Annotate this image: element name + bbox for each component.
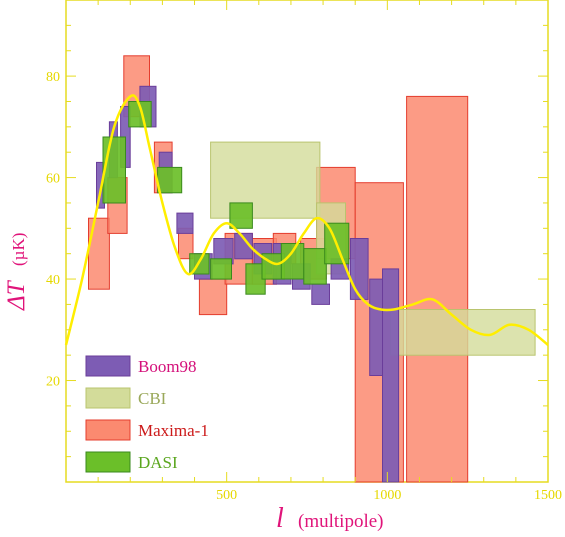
dasi-box-2	[128, 101, 152, 128]
boom98-box-16	[369, 278, 384, 377]
x-axis-label: (multipole)	[298, 511, 383, 532]
y-tick-label-80: 80	[46, 70, 60, 85]
y-axis-label: (µK)	[9, 233, 28, 266]
maxima-1-box-6	[198, 278, 228, 316]
y-tick-labels: 20 40 60 80	[46, 70, 60, 389]
legend: Boom98 CBI Maxima-1 DASI	[85, 355, 209, 473]
x-axis-symbol: l	[276, 503, 284, 534]
legend-swatch-dasi	[85, 451, 131, 473]
legend-swatch-maxima-1	[85, 419, 131, 441]
maxima-1-box-13	[406, 95, 469, 483]
y-tick-label-60: 60	[46, 172, 60, 187]
x-tick-label-1000: 1000	[373, 488, 401, 503]
dasi-box-1	[102, 136, 126, 204]
boom98-box-15	[349, 238, 369, 300]
dasi-box-3	[157, 166, 183, 194]
legend-label-cbi: CBI	[138, 389, 167, 408]
boom98-box-17	[382, 268, 400, 483]
legend-label-boom98: Boom98	[138, 357, 197, 376]
theory-curve	[64, 94, 549, 346]
cbi-box-3	[390, 309, 536, 356]
legend-swatch-boom98	[85, 355, 131, 377]
x-tick-labels: 500 1000 1500	[216, 488, 562, 503]
y-tick-label-40: 40	[46, 273, 60, 288]
axis-ticks	[66, 0, 548, 482]
dasi-box-6	[229, 202, 253, 229]
dasi-box-10	[303, 248, 327, 285]
x-tick-label-500: 500	[216, 488, 237, 503]
boom98-box-9	[234, 232, 253, 260]
legend-label-dasi: DASI	[138, 453, 178, 472]
data-boxes	[88, 55, 536, 483]
boom98-box-6	[176, 212, 194, 234]
y-tick-label-20: 20	[46, 375, 60, 390]
cbi-box-1	[210, 141, 321, 219]
plot-frame	[65, 0, 549, 483]
x-tick-label-1500: 1500	[534, 488, 562, 503]
legend-label-maxima-1: Maxima-1	[138, 421, 209, 440]
boom98-box-13	[311, 283, 330, 305]
legend-swatch-cbi	[85, 387, 131, 409]
y-axis-symbol: ΔT	[3, 279, 30, 311]
dasi-box-5	[210, 258, 233, 280]
